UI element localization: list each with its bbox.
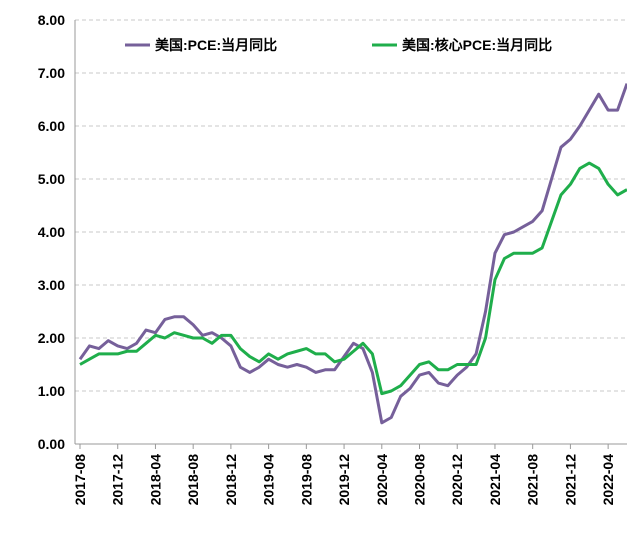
legend-label: 美国:核心PCE:当月同比	[402, 37, 552, 53]
y-tick-label: 7.00	[38, 65, 65, 81]
series-line	[79, 161, 627, 396]
y-tick-label: 0.00	[38, 436, 65, 452]
y-tick-label: 2.00	[38, 330, 65, 346]
x-tick-label: 2020-08	[412, 454, 428, 506]
x-tick-label: 2020-04	[374, 454, 390, 506]
x-tick-label: 2020-12	[449, 454, 465, 506]
y-tick-label: 4.00	[38, 224, 65, 240]
x-tick-label: 2021-08	[525, 454, 541, 506]
y-tick-label: 8.00	[38, 12, 65, 28]
x-tick-label: 2019-04	[261, 454, 277, 506]
x-tick-label: 2018-08	[185, 454, 201, 506]
x-tick-label: 2019-08	[298, 454, 314, 506]
x-tick-label: 2018-12	[223, 454, 239, 506]
x-tick-label: 2019-12	[336, 454, 352, 506]
x-tick-label: 2022-04	[600, 454, 616, 506]
y-tick-label: 1.00	[38, 383, 65, 399]
series-line	[78, 83, 627, 425]
x-tick-label: 2017-12	[110, 454, 126, 506]
x-tick-label: 2018-04	[147, 454, 163, 506]
y-tick-label: 3.00	[38, 277, 65, 293]
x-tick-label: 2017-08	[72, 454, 88, 506]
legend-label: 美国:PCE:当月同比	[155, 37, 277, 53]
y-tick-label: 5.00	[38, 171, 65, 187]
y-tick-label: 6.00	[38, 118, 65, 134]
x-tick-label: 2021-04	[487, 454, 503, 506]
x-tick-label: 2021-12	[562, 454, 578, 506]
